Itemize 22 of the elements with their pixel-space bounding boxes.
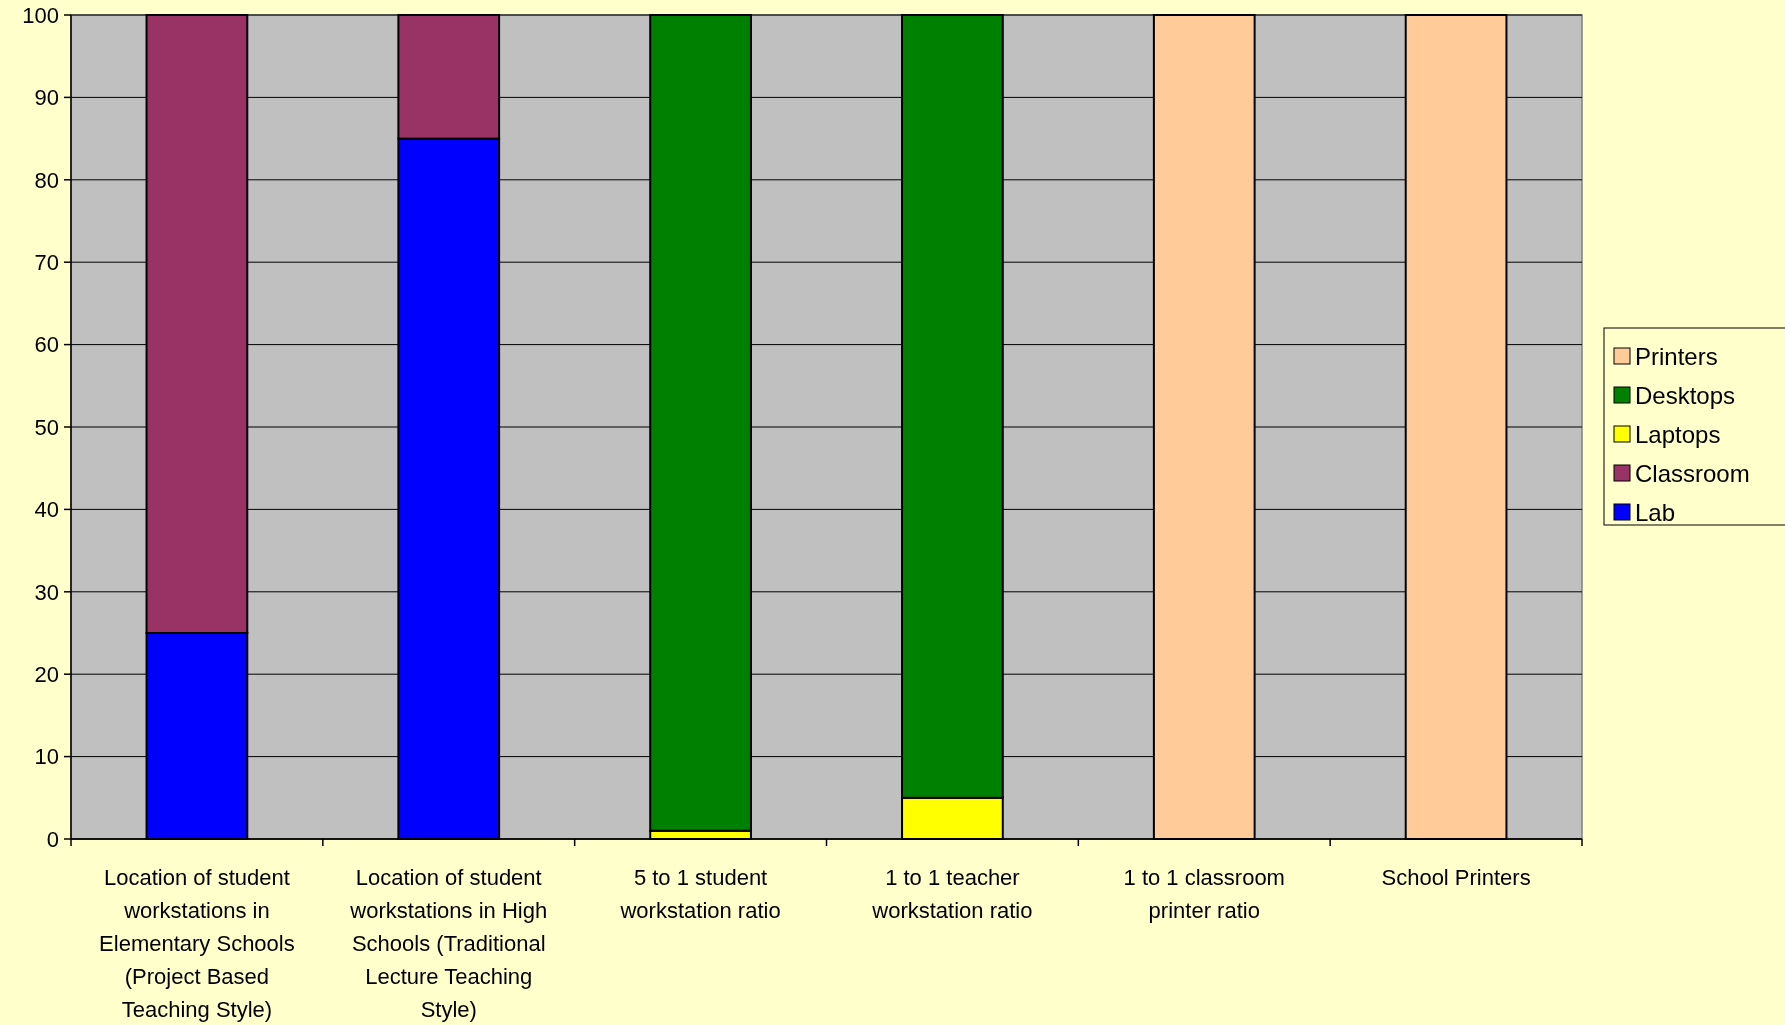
- x-tick-label: School Printers: [1381, 864, 1531, 890]
- y-tick-label: 100: [22, 2, 59, 28]
- y-tick-label: 60: [34, 332, 59, 358]
- y-tick-label: 90: [34, 85, 59, 111]
- legend-label: Laptops: [1635, 421, 1721, 449]
- legend-label: Printers: [1635, 343, 1718, 371]
- y-tick-label: 80: [34, 167, 59, 193]
- x-tick-label: 5 to 1 student workstation ratio: [619, 864, 781, 923]
- y-tick-label: 10: [34, 744, 59, 770]
- legend-label: Desktops: [1635, 382, 1736, 410]
- y-tick-label: 0: [46, 826, 59, 852]
- x-tick-label: Location of student workstations in Elementary Schools (Project Based Teaching Style): [99, 864, 295, 1022]
- y-tick-label: 30: [34, 579, 59, 605]
- x-tick-label: 1 to 1 teacher workstation ratio: [871, 864, 1033, 923]
- x-tick-label: 1 to 1 classroom printer ratio: [1123, 864, 1285, 923]
- legend-label: Classroom: [1635, 460, 1750, 488]
- x-tick-label: Location of student workstations in High Schools (Traditional Lecture Teaching Style): [349, 864, 548, 1022]
- y-tick-label: 70: [34, 249, 59, 275]
- y-tick-label: 40: [34, 497, 59, 523]
- legend-label: Lab: [1635, 499, 1676, 527]
- y-tick-label: 50: [34, 414, 59, 440]
- y-tick-label: 20: [34, 661, 59, 687]
